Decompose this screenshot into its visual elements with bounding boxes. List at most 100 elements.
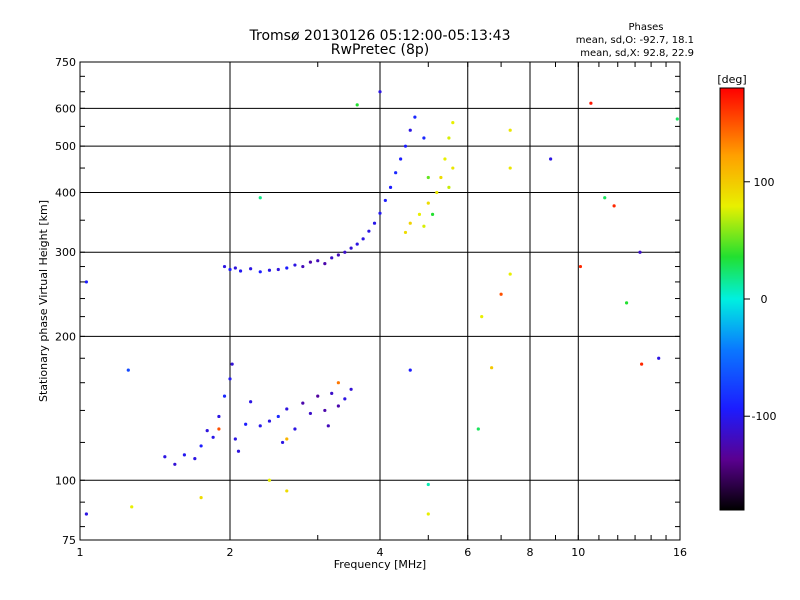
data-point	[417, 212, 422, 216]
data-point	[330, 256, 334, 260]
data-point	[343, 250, 347, 254]
colorbar-ticks: 100 0 -100	[744, 176, 776, 423]
data-point	[589, 101, 593, 105]
data-point	[126, 368, 130, 372]
data-point	[355, 103, 359, 107]
data-point	[230, 362, 234, 366]
data-point	[236, 449, 241, 453]
x-tick-label: 2	[227, 546, 234, 559]
data-point	[451, 121, 455, 125]
data-point	[84, 280, 88, 284]
x-tick-label: 8	[527, 546, 534, 559]
data-point	[451, 166, 455, 170]
y-tick-label: 300	[55, 246, 76, 259]
data-point	[355, 242, 359, 246]
data-point	[612, 204, 616, 208]
data-point	[508, 128, 512, 132]
y-tick-label: 600	[55, 102, 76, 115]
y-tick-label: 200	[55, 330, 76, 343]
data-point	[578, 264, 583, 269]
data-point	[316, 394, 320, 398]
stats-heading: Phases	[628, 22, 663, 33]
data-point	[336, 381, 340, 385]
data-point	[388, 185, 393, 189]
data-point	[638, 250, 642, 254]
data-point	[499, 292, 503, 296]
data-point	[244, 422, 248, 426]
data-point	[343, 397, 347, 401]
data-point	[403, 230, 408, 235]
data-point	[222, 264, 227, 269]
data-point	[211, 435, 215, 439]
data-point	[308, 411, 313, 416]
data-point	[330, 391, 334, 395]
data-point	[408, 368, 412, 372]
data-point	[403, 144, 408, 148]
data-point	[549, 157, 553, 161]
data-point	[267, 268, 272, 272]
data-point	[276, 267, 280, 272]
data-point	[349, 387, 353, 391]
data-point	[326, 424, 330, 428]
data-point	[383, 198, 387, 203]
data-point	[367, 229, 371, 233]
data-point	[258, 196, 262, 200]
data-point	[426, 482, 430, 487]
data-point	[426, 201, 430, 205]
chart-title: Tromsø 20130126 05:12:00-05:13:43	[249, 28, 511, 44]
data-point	[480, 315, 484, 319]
colorbar-label: [deg]	[717, 73, 746, 86]
colorbar-tick-label: 0	[761, 293, 768, 306]
x-tick-label: 1	[77, 546, 84, 559]
x-axis-label: Frequency [MHz]	[334, 558, 426, 571]
data-point	[336, 404, 340, 408]
y-tick-label: 400	[55, 186, 76, 199]
data-point	[447, 185, 451, 189]
data-point	[301, 401, 305, 405]
axes: 1 2 4 6 8 10 16 75 100 200 300 400 500 600 750	[55, 56, 687, 559]
x-tick-label: 10	[571, 546, 585, 559]
data-point	[285, 489, 289, 493]
data-point	[217, 427, 221, 431]
data-point	[285, 407, 289, 411]
data-points	[84, 90, 679, 516]
data-point	[173, 462, 177, 466]
data-point	[439, 175, 443, 180]
data-point	[267, 478, 272, 482]
data-point	[426, 512, 430, 516]
data-point	[394, 171, 398, 175]
chart-subtitle: RwPretec (8p)	[331, 42, 429, 58]
data-point	[193, 457, 197, 461]
data-point	[249, 267, 253, 271]
data-point	[430, 212, 435, 216]
data-point	[349, 246, 353, 250]
data-point	[276, 414, 280, 419]
data-point	[199, 495, 203, 500]
data-point	[372, 221, 377, 225]
data-point	[285, 437, 289, 441]
data-point	[413, 115, 417, 119]
x-tick-label: 6	[464, 546, 471, 559]
x-tick-label: 16	[673, 546, 687, 559]
data-point	[603, 196, 607, 200]
data-point	[422, 224, 426, 228]
data-point	[422, 136, 426, 140]
data-point	[233, 437, 237, 441]
data-point	[130, 505, 134, 509]
data-point	[426, 175, 430, 180]
x-tick-label: 4	[377, 546, 384, 559]
y-tick-label: 750	[55, 56, 76, 69]
data-point	[675, 117, 679, 121]
data-point	[217, 414, 221, 419]
data-point	[182, 453, 186, 457]
data-point	[258, 424, 262, 428]
data-point	[228, 267, 232, 272]
data-point	[199, 444, 203, 448]
data-point	[361, 237, 365, 241]
data-point	[222, 394, 227, 398]
y-axis-label: Stationary phase Virtual Height [km]	[37, 200, 50, 402]
data-point	[378, 211, 382, 215]
stats-line-x: mean, sd,X: 92.8, 22.9	[580, 48, 694, 59]
data-point	[490, 366, 494, 370]
